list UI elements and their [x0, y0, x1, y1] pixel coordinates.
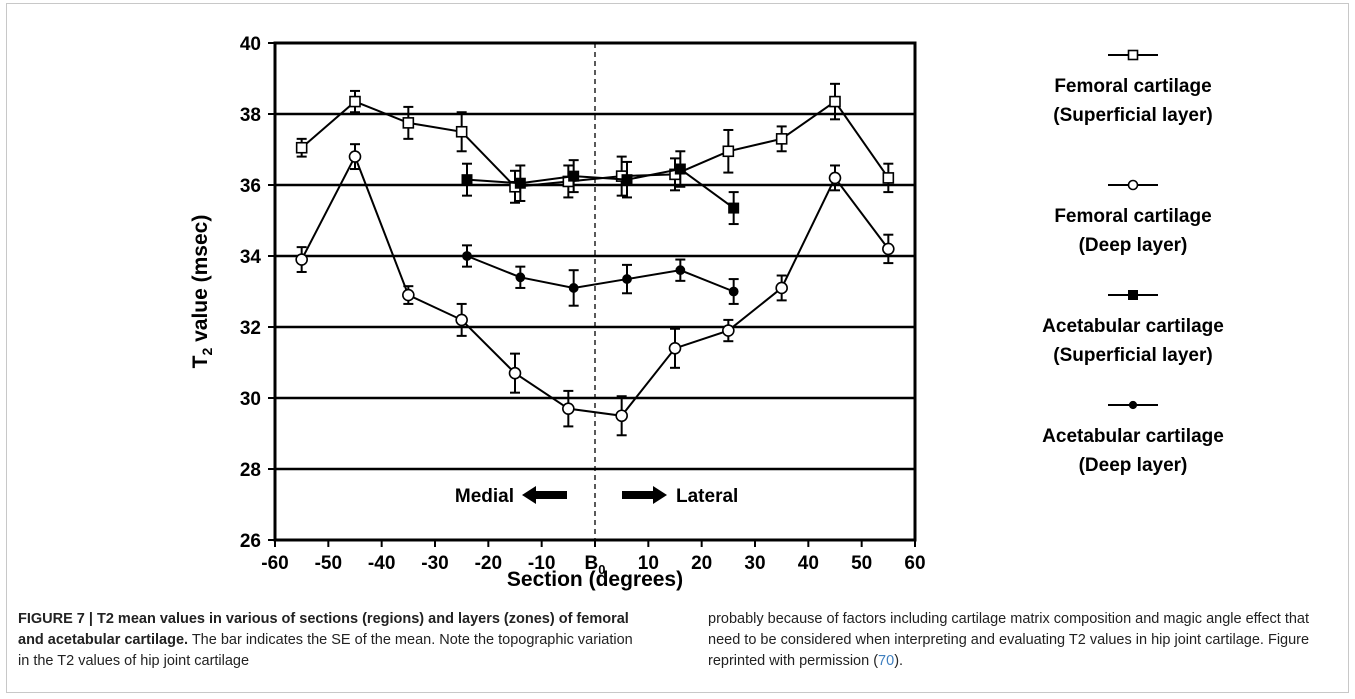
- x-tick-label: -10: [528, 553, 555, 574]
- figure-caption: FIGURE 7 | T2 mean values in various of …: [18, 609, 1338, 693]
- lateral-annotation: Lateral: [622, 486, 738, 507]
- marker-filled-square: [568, 170, 580, 182]
- x-tick-label: 20: [691, 553, 712, 574]
- marker-open-circle: [775, 281, 788, 295]
- legend-label-line2: (Deep layer): [1079, 455, 1188, 476]
- legend-entry-3: Acetabular cartilage (Superficial layer): [1042, 290, 1224, 366]
- marker-filled-square: [1128, 290, 1138, 300]
- x-tick-label: -20: [475, 553, 502, 574]
- marker-open-square: [295, 141, 308, 154]
- figure-frame: [6, 3, 1349, 693]
- marker-filled-circle: [622, 274, 632, 284]
- series-line: [466, 167, 735, 209]
- medial-annotation: Medial: [455, 486, 567, 507]
- marker-open-circle: [508, 366, 522, 380]
- x-tick-label: 60: [904, 553, 925, 574]
- marker-open-circle: [668, 341, 682, 355]
- caption-text-right-a: probably because of factors including ca…: [708, 611, 1310, 669]
- marker-filled-square: [514, 177, 526, 189]
- series-1: [295, 82, 895, 204]
- legend-label-line1: Acetabular cartilage: [1042, 316, 1224, 337]
- legend-label-line1: Femoral cartilage: [1054, 76, 1211, 97]
- y-tick-label: 30: [240, 389, 261, 410]
- marker-open-square: [829, 95, 841, 108]
- x-tick-label: 30: [744, 553, 765, 574]
- arrow-right-icon: [622, 486, 667, 504]
- x-tick-label: 50: [851, 553, 872, 574]
- t2-line-chart: 26 28 30 32 34 36 38 40 -60 -50 -40 -30 -20 -10 B0 10 2…: [189, 34, 1224, 591]
- marker-open-square: [882, 172, 895, 184]
- x-axis-ticks: -60 -50 -40 -30 -20 -10 B0 10 20 30 40 50 60: [261, 540, 926, 577]
- medial-label: Medial: [455, 486, 514, 507]
- marker-filled-circle: [728, 286, 739, 297]
- marker-open-square: [1127, 49, 1139, 61]
- series-line: [301, 100, 890, 188]
- marker-filled-square: [674, 163, 686, 175]
- y-tick-label: 40: [240, 34, 261, 55]
- marker-filled-square: [461, 174, 473, 186]
- marker-open-circle: [562, 402, 575, 415]
- legend-label-line2: (Superficial layer): [1053, 105, 1212, 126]
- series-2: [295, 143, 895, 437]
- marker-open-circle: [348, 150, 362, 163]
- caption-left-column: FIGURE 7 | T2 mean values in various of …: [18, 609, 638, 672]
- lateral-label: Lateral: [676, 486, 738, 507]
- x-tick-label: -60: [261, 553, 288, 574]
- y-tick-label: 38: [240, 105, 261, 126]
- y-tick-label: 28: [240, 460, 261, 481]
- x-tick-label: -30: [421, 553, 448, 574]
- marker-open-square: [775, 133, 788, 145]
- legend-entry-2: Femoral cartilage (Deep layer): [1054, 179, 1212, 256]
- y-axis-ticks: 26 28 30 32 34 36 38 40: [240, 34, 275, 552]
- marker-filled-square: [728, 202, 740, 214]
- series-4: [462, 244, 739, 307]
- marker-open-circle: [1127, 179, 1139, 191]
- legend: Femoral cartilage(Superficial layer)Femo…: [1042, 49, 1224, 476]
- marker-filled-circle: [568, 283, 579, 293]
- marker-open-square: [349, 95, 361, 108]
- marker-open-square: [455, 125, 468, 138]
- y-axis-title: T2 value (msec): [189, 215, 215, 369]
- series-3: [461, 150, 740, 226]
- marker-open-circle: [828, 171, 842, 185]
- series-line: [466, 255, 735, 293]
- x-axis-title: Section (degrees): [507, 568, 683, 591]
- legend-label-line2: (Superficial layer): [1053, 345, 1212, 366]
- reference-link[interactable]: 70: [878, 653, 895, 669]
- legend-entry-1: Femoral cartilage (Superficial layer): [1053, 49, 1213, 126]
- legend-entry-4: Acetabular cartilage (Deep layer): [1042, 400, 1224, 476]
- x-tick-label: B0: [585, 553, 606, 577]
- marker-open-circle: [402, 288, 415, 302]
- marker-open-circle: [295, 253, 308, 266]
- marker-open-circle: [882, 242, 895, 256]
- arrow-left-icon: [522, 486, 567, 504]
- marker-open-square: [402, 117, 415, 129]
- caption-right-column: probably because of factors including ca…: [708, 609, 1328, 672]
- marker-open-circle: [455, 313, 468, 327]
- y-tick-label: 32: [240, 318, 261, 339]
- x-tick-label: -50: [315, 553, 342, 574]
- marker-filled-circle: [462, 251, 472, 261]
- marker-open-circle: [615, 409, 628, 423]
- marker-filled-circle: [675, 265, 686, 276]
- marker-open-circle: [722, 324, 735, 337]
- series-line: [300, 154, 890, 417]
- marker-open-square: [722, 145, 735, 158]
- marker-filled-circle: [515, 272, 526, 283]
- legend-label-line1: Acetabular cartilage: [1042, 426, 1224, 447]
- legend-label-line1: Femoral cartilage: [1054, 206, 1211, 227]
- x-tick-label: 40: [798, 553, 819, 574]
- y-tick-label: 26: [240, 531, 261, 552]
- legend-label-line2: (Deep layer): [1079, 235, 1188, 256]
- x-tick-label: -40: [368, 553, 395, 574]
- y-tick-label: 36: [240, 176, 261, 197]
- caption-label: FIGURE 7 | T2 mean values in various of …: [18, 611, 629, 648]
- caption-text-left: The bar indicates the SE of the mean. No…: [18, 632, 633, 669]
- series-layer: [295, 82, 895, 437]
- y-tick-label: 34: [240, 247, 262, 268]
- caption-text-right-b: ).: [894, 653, 904, 669]
- marker-filled-square: [621, 174, 633, 186]
- x-tick-label: 10: [638, 553, 659, 574]
- marker-filled-circle: [1128, 400, 1138, 410]
